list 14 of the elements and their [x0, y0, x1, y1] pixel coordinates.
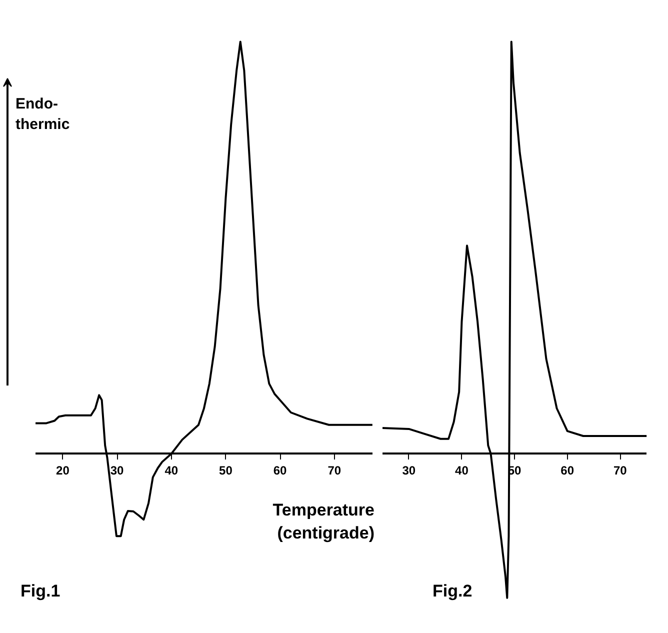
x-axis-title: Temperature (centigrade)	[272, 500, 375, 542]
x-tick-label: 70	[328, 464, 342, 478]
x-tick-label: 70	[613, 464, 628, 478]
x-tick-label: 40	[455, 464, 469, 478]
x-tick-label: 30	[110, 464, 124, 478]
y-axis-title: Endo- thermic	[16, 96, 70, 133]
x-tick-label: 30	[402, 464, 416, 478]
x-tick-label: 50	[219, 464, 233, 478]
annotation: Fig.2	[432, 582, 472, 600]
caption: Fig.1	[20, 582, 60, 600]
x-tick-label: 40	[164, 464, 178, 478]
x-tick-label: 20	[56, 464, 70, 478]
x-tick-label: 60	[273, 464, 288, 478]
x-tick-label: 60	[560, 464, 574, 478]
